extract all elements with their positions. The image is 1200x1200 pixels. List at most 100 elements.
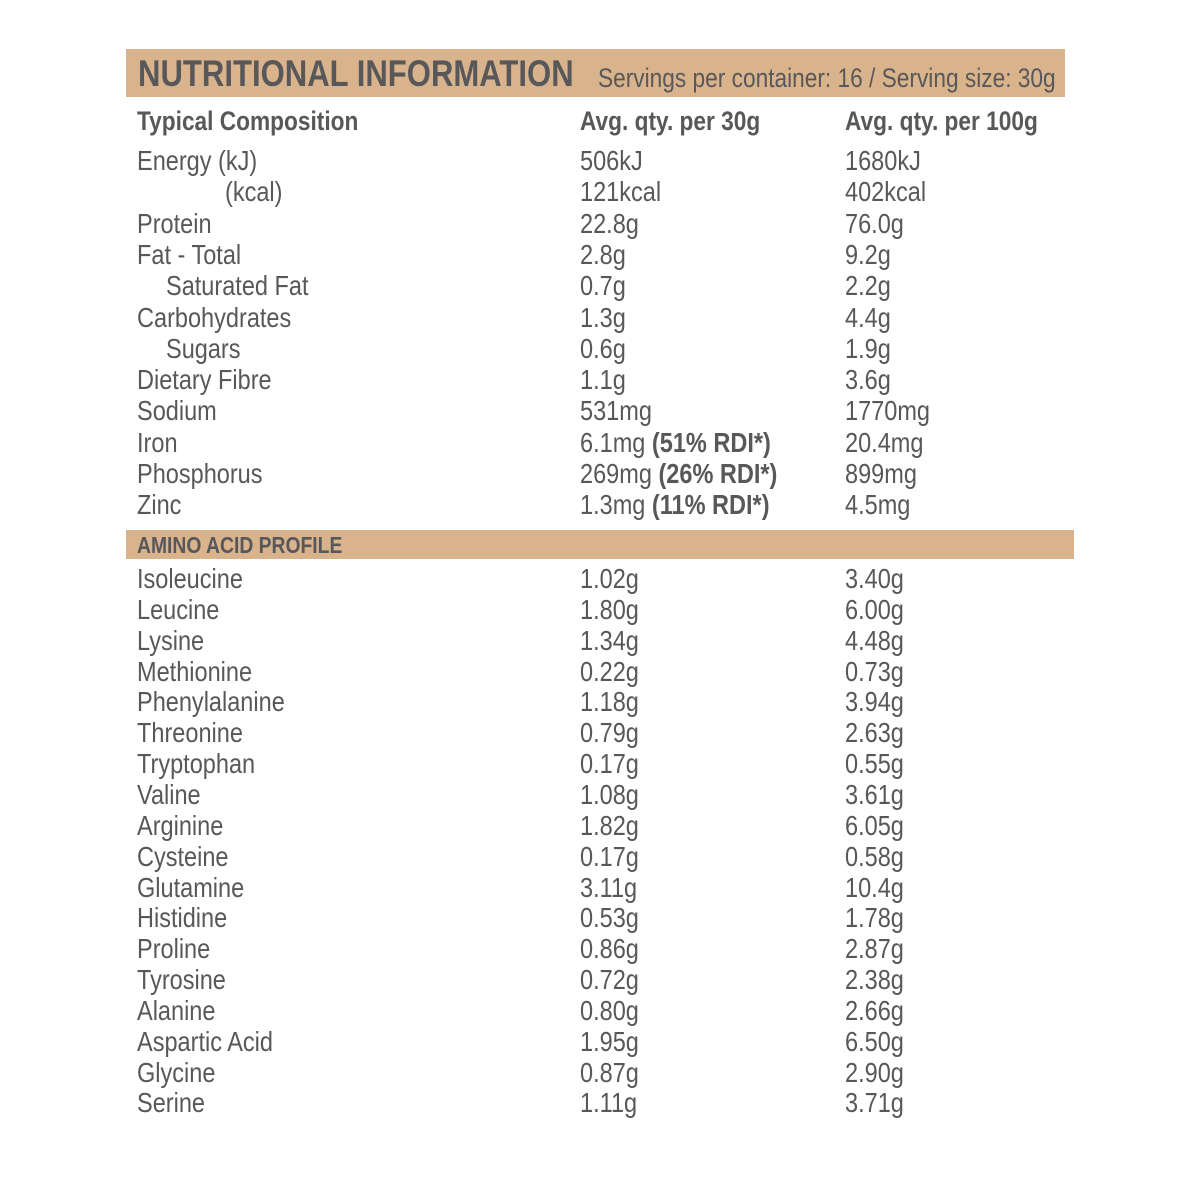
amino-title: AMINO ACID PROFILE	[137, 532, 343, 558]
amino-name: Lysine	[137, 624, 205, 656]
per-serving-value: 0.7g	[580, 270, 626, 302]
per-serving-value: 0.72g	[580, 964, 639, 996]
rdi: (11% RDI*)	[651, 489, 770, 521]
rdi: (51% RDI*)	[651, 426, 771, 458]
per-100g-value: 402kcal	[845, 176, 927, 208]
per-100g-value: 3.94g	[845, 686, 904, 718]
per-serving-value: 1.11g	[580, 1087, 638, 1119]
nutrient-row: Carbohydrates 1.3g 4.4g	[0, 302, 1200, 333]
amino-name: Cysteine	[137, 840, 229, 872]
nutrient-name: Iron	[137, 426, 178, 458]
per-100g-value: 2.63g	[845, 717, 904, 749]
amino-row: Phenylalanine 1.18g 3.94g	[0, 686, 1200, 717]
nutrient-row: Saturated Fat 0.7g 2.2g	[0, 270, 1200, 301]
amino-name: Tryptophan	[137, 748, 256, 780]
amino-row: Aspartic Acid 1.95g 6.50g	[0, 1026, 1200, 1057]
per-100g-value: 1.78g	[845, 902, 904, 934]
nutrient-row: Fat - Total 2.8g 9.2g	[0, 239, 1200, 270]
amino-name: Arginine	[137, 809, 224, 841]
per-serving-value: 1.08g	[580, 778, 639, 810]
per-serving-value: 1.1g	[580, 364, 626, 396]
per-serving-value: 1.80g	[580, 593, 639, 625]
col-header-per-serving: Avg. qty. per 30g	[580, 106, 761, 136]
rdi: (26% RDI*)	[658, 458, 778, 489]
nutrient-row: Iron 6.1mg (51% RDI*) 20.4mg	[0, 427, 1200, 458]
per-100g-value: 9.2g	[845, 238, 891, 270]
col-header-per-100g: Avg. qty. per 100g	[845, 106, 1038, 136]
per-100g-value: 2.2g	[845, 270, 891, 302]
amino-row: Methionine 0.22g 0.73g	[0, 656, 1200, 687]
per-serving-value: 1.95g	[580, 1025, 639, 1057]
per-100g-value: 20.4mg	[845, 426, 924, 458]
nutrient-name: Dietary Fibre	[137, 364, 272, 396]
per-serving-value: 1.18g	[580, 686, 639, 718]
nutrient-row: Sodium 531mg 1770mg	[0, 395, 1200, 426]
per-100g-value: 4.4g	[845, 301, 891, 333]
amino-row: Arginine 1.82g 6.05g	[0, 810, 1200, 841]
nutrient-name: Protein	[137, 207, 212, 239]
per-100g-value: 3.40g	[845, 563, 904, 594]
nutrient-row: Energy (kJ) 506kJ 1680kJ	[0, 145, 1200, 176]
serving-info: Servings per container: 16 / Serving siz…	[598, 63, 1056, 93]
per-100g-value: 6.50g	[845, 1025, 904, 1057]
per-serving-value: 0.53g	[580, 902, 639, 934]
amino-row: Threonine 0.79g 2.63g	[0, 717, 1200, 748]
per-serving-value: 1.3g	[580, 301, 626, 333]
per-100g-value: 3.71g	[845, 1087, 904, 1119]
nutrient-row: (kcal) 121kcal 402kcal	[0, 176, 1200, 207]
amino-name: Glycine	[137, 1056, 216, 1088]
per-100g-value: 1680kJ	[845, 145, 921, 176]
amino-row: Tyrosine 0.72g 2.38g	[0, 964, 1200, 995]
per-100g-value: 6.00g	[845, 593, 904, 625]
nutrient-name: Carbohydrates	[137, 301, 292, 333]
nutrient-row: Zinc 1.3mg (11% RDI*) 4.5mg	[0, 489, 1200, 520]
nutrient-name: Energy (kJ)	[137, 145, 258, 176]
amino-row: Isoleucine 1.02g 3.40g	[0, 563, 1200, 594]
per-serving-value: 0.6g	[580, 332, 626, 364]
amino-row: Serine 1.11g 3.71g	[0, 1087, 1200, 1118]
header-bar	[126, 49, 1065, 97]
per-100g-value: 2.38g	[845, 964, 904, 996]
amino-row: Proline 0.86g 2.87g	[0, 933, 1200, 964]
per-serving-value: 22.8g	[580, 207, 639, 239]
nutrient-name: Phosphorus	[137, 458, 263, 489]
per-100g-value: 2.66g	[845, 994, 904, 1026]
per-serving-value: 0.80g	[580, 994, 639, 1026]
per-serving-value: 6.1mg (51% RDI*)	[580, 426, 771, 458]
amino-name: Methionine	[137, 655, 253, 687]
per-serving-value: 269mg (26% RDI*)	[580, 458, 778, 489]
amino-row: Tryptophan 0.17g 0.55g	[0, 748, 1200, 779]
per-100g-value: 4.48g	[845, 624, 904, 656]
nutrient-name: Sodium	[137, 395, 217, 427]
amino-row: Histidine 0.53g 1.78g	[0, 902, 1200, 933]
col-header-composition: Typical Composition	[137, 106, 359, 136]
per-serving-value: 531mg	[580, 395, 652, 427]
nutrient-row: Protein 22.8g 76.0g	[0, 208, 1200, 239]
amino-name: Histidine	[137, 902, 228, 934]
per-serving-value: 0.79g	[580, 717, 639, 749]
per-100g-value: 2.90g	[845, 1056, 904, 1088]
per-100g-value: 899mg	[845, 458, 917, 489]
per-serving-value: 0.86g	[580, 933, 639, 965]
per-serving-value: 0.17g	[580, 748, 639, 780]
nutrient-name: Fat - Total	[137, 238, 242, 270]
amino-name: Serine	[137, 1087, 205, 1119]
amino-name: Valine	[137, 778, 201, 810]
per-100g-value: 4.5mg	[845, 489, 911, 521]
nutrient-row: Dietary Fibre 1.1g 3.6g	[0, 364, 1200, 395]
title: NUTRITIONAL INFORMATION	[138, 53, 574, 94]
per-100g-value: 2.87g	[845, 933, 904, 965]
per-serving-value: 506kJ	[580, 145, 643, 176]
per-100g-value: 6.05g	[845, 809, 904, 841]
per-serving-value: 0.22g	[580, 655, 639, 687]
per-100g-value: 0.73g	[845, 655, 904, 687]
per-100g-value: 76.0g	[845, 207, 904, 239]
per-100g-value: 10.4g	[845, 871, 904, 903]
per-serving-value: 3.11g	[580, 871, 638, 903]
amino-row: Lysine 1.34g 4.48g	[0, 625, 1200, 656]
per-serving-value: 0.87g	[580, 1056, 639, 1088]
amino-name: Isoleucine	[137, 563, 243, 594]
per-serving-value: 1.02g	[580, 563, 639, 594]
amino-name: Threonine	[137, 717, 243, 749]
nutrient-row: Phosphorus 269mg (26% RDI*) 899mg	[0, 458, 1200, 489]
